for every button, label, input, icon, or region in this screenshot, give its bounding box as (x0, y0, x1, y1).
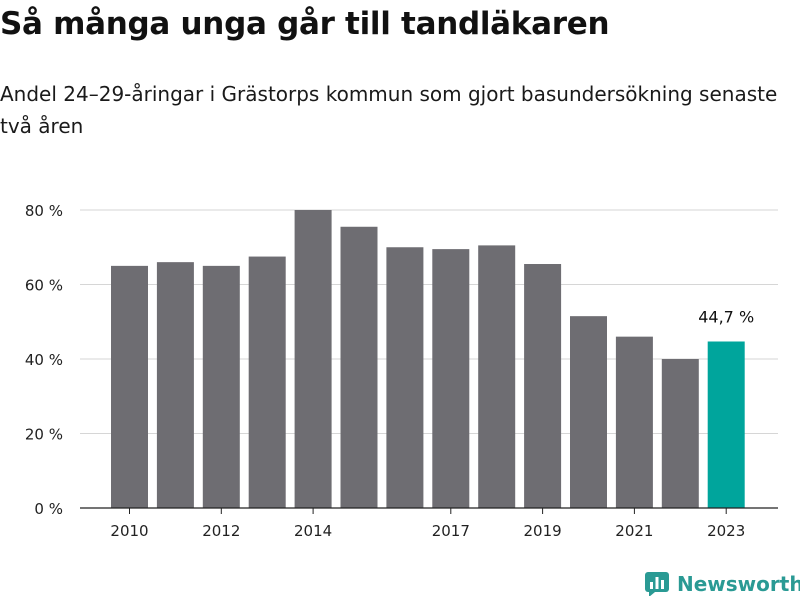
x-tick-label: 2010 (110, 522, 148, 540)
bar-2013 (248, 256, 286, 508)
x-tick-label: 2023 (707, 522, 745, 540)
bar-2015 (340, 226, 378, 508)
bar-2014 (294, 210, 332, 508)
bar-2016 (386, 247, 424, 508)
brand-name: Newsworthy (677, 572, 800, 596)
y-tick-label: 0 % (34, 500, 63, 518)
y-tick-label: 80 % (25, 202, 63, 220)
x-tick-label: 2014 (294, 522, 332, 540)
bar-2010 (111, 265, 148, 508)
chart-subtitle: Andel 24–29-åringar i Grästorps kommun s… (0, 82, 778, 138)
newsworthy-logo: Newsworthy (645, 570, 800, 598)
bar-2021 (615, 336, 653, 508)
bar-2023 (707, 341, 745, 508)
bar-2017 (432, 249, 470, 509)
x-tick-label: 2019 (524, 522, 562, 540)
y-tick-label: 20 % (25, 426, 63, 444)
chart-title: Så många unga går till tandläkaren (0, 6, 610, 42)
bar-value-label: 44,7 % (698, 307, 754, 326)
y-tick-label: 40 % (25, 351, 63, 369)
bar-2011 (156, 262, 194, 508)
x-tick-label: 2012 (202, 522, 240, 540)
bar-2012 (202, 265, 240, 508)
x-tick-label: 2017 (432, 522, 470, 540)
y-tick-label: 60 % (25, 277, 63, 295)
bar-2020 (570, 316, 607, 508)
x-tick-label: 2021 (615, 522, 653, 540)
newsworthy-chart-icon (645, 572, 669, 596)
bar-2019 (524, 264, 562, 508)
bar-2022 (661, 359, 699, 508)
bar-2018 (478, 245, 516, 508)
